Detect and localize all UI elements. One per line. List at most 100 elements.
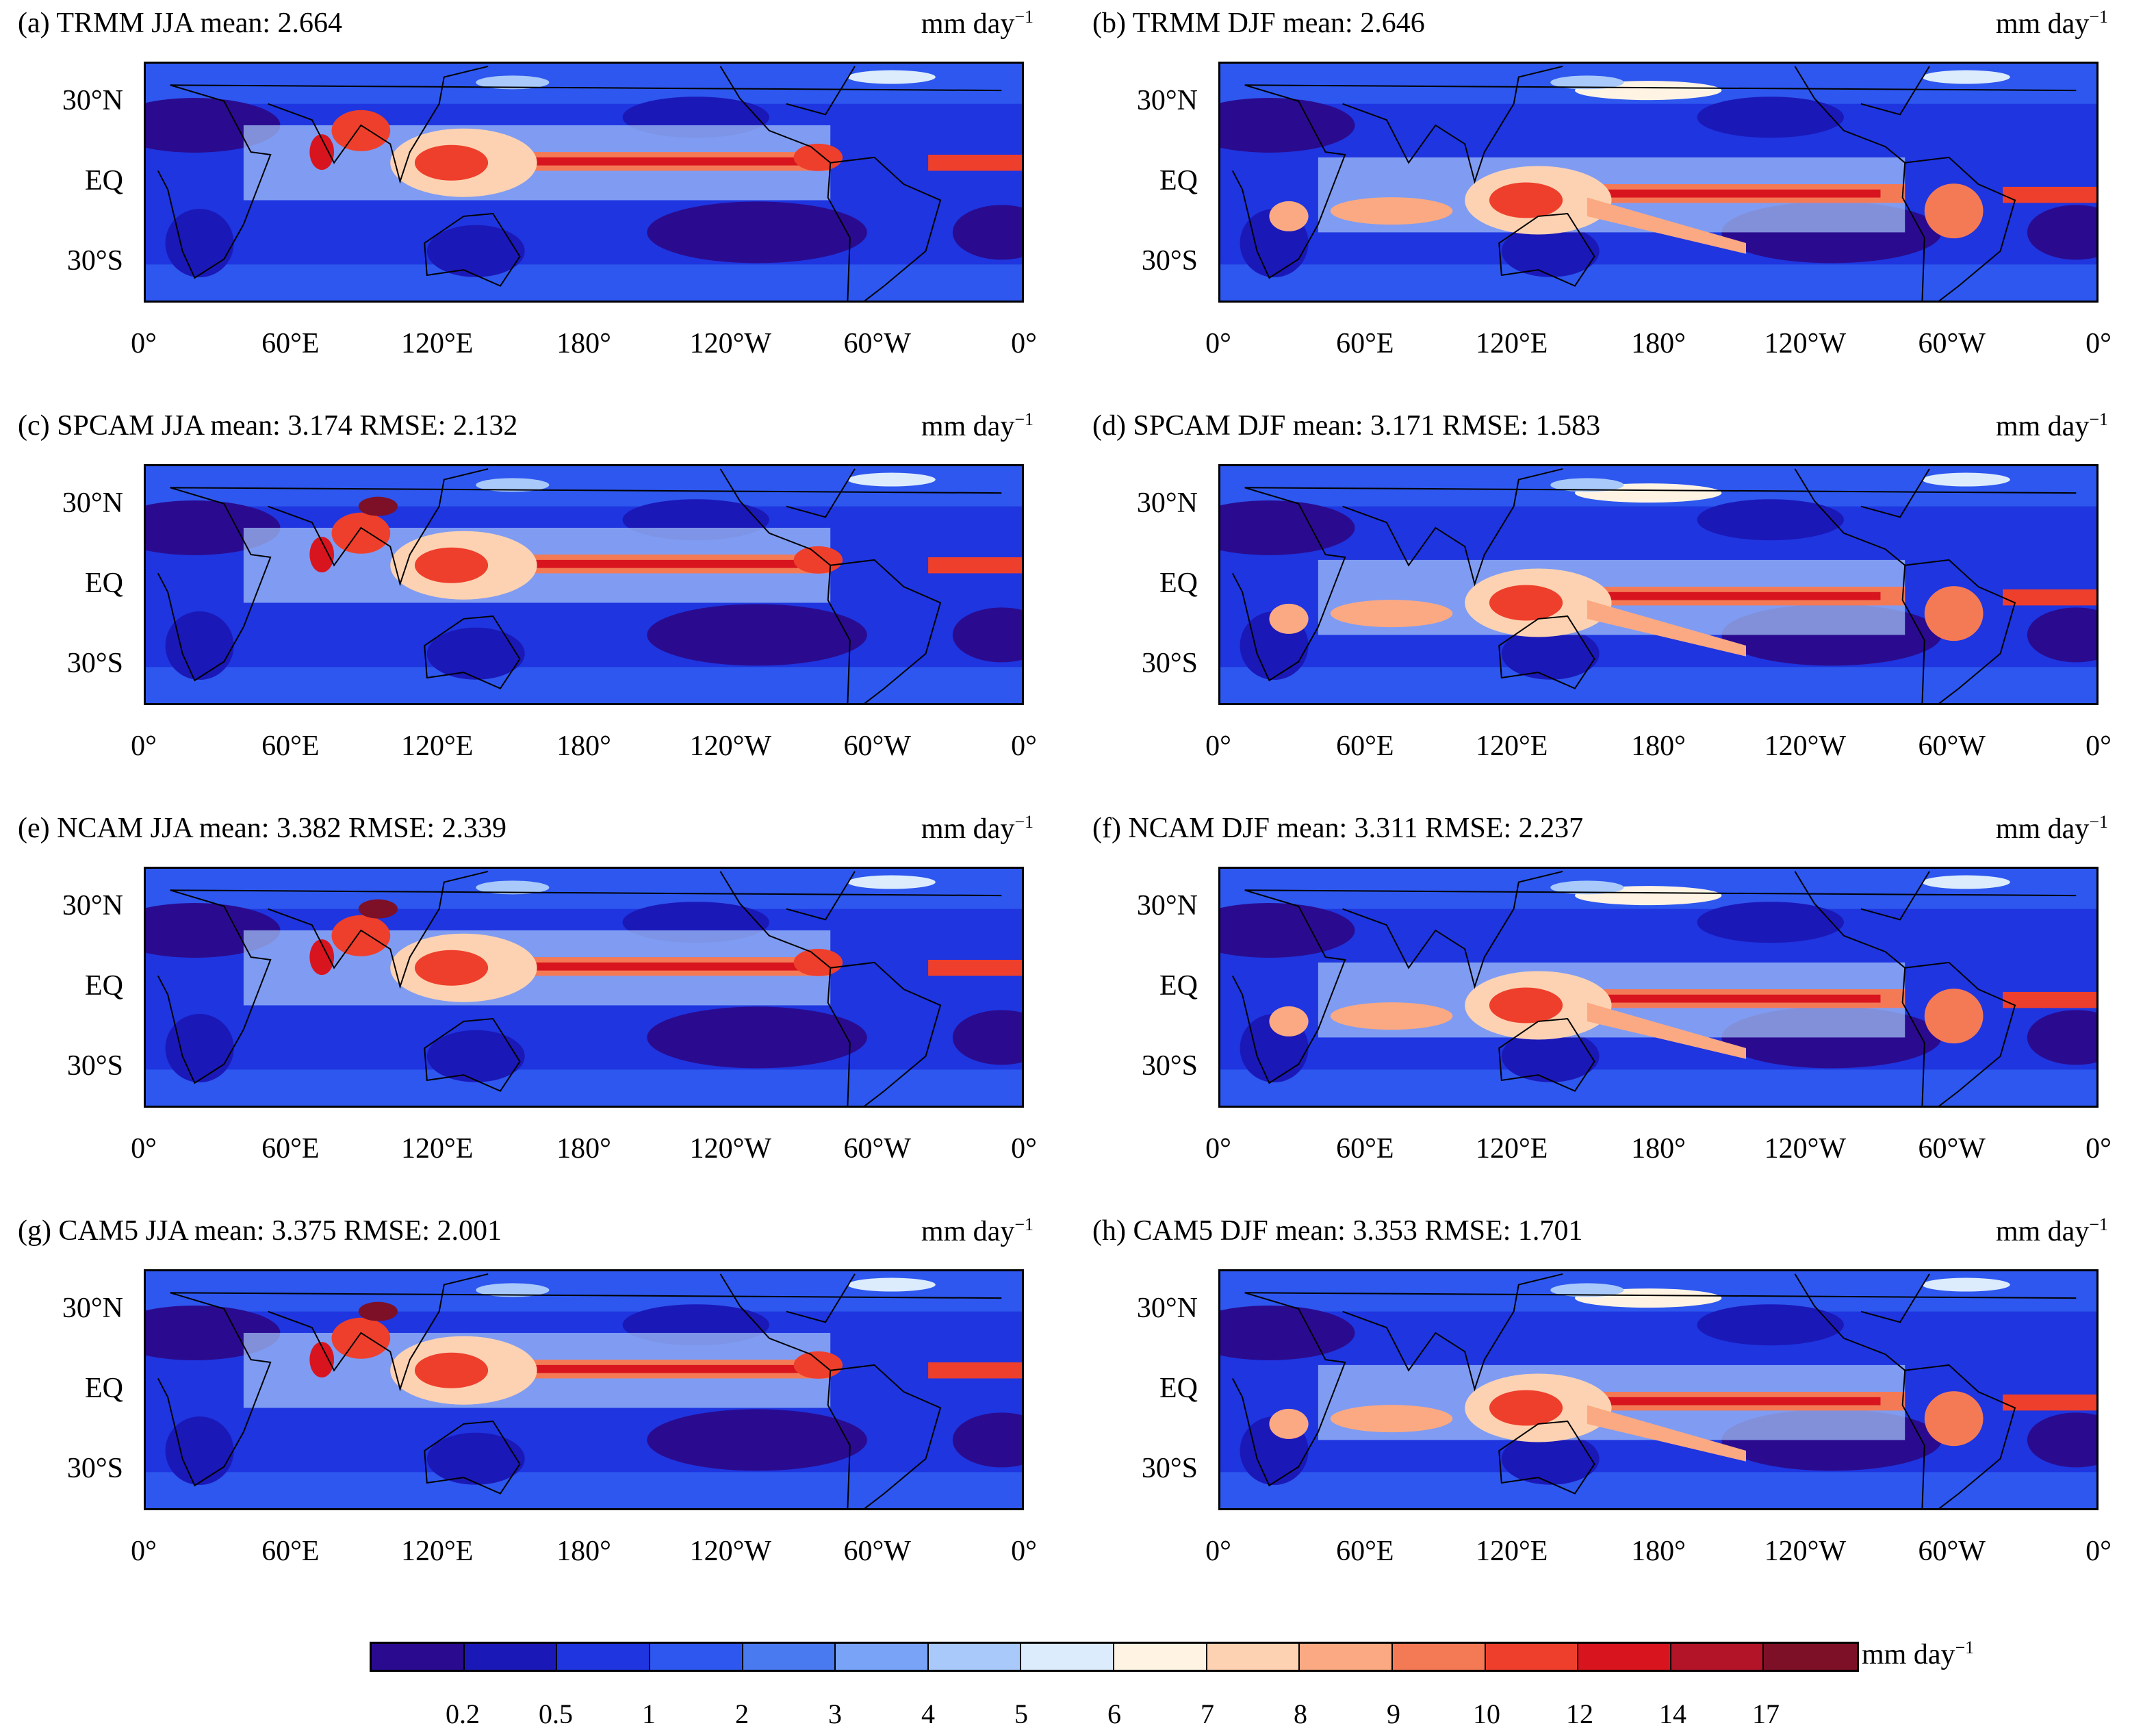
y-tick-label: 30°S (66, 1050, 123, 1082)
colorbar-swatch (1485, 1644, 1579, 1670)
map-panel-f: (f) NCAM DJF mean: 3.311 RMSE: 2.237 mm … (1081, 805, 2112, 1188)
y-tick-label: EQ (85, 1373, 123, 1404)
colorbar-swatch (743, 1644, 836, 1670)
panel-unit: mm day−1 (1995, 7, 2108, 40)
colorbar-bar (370, 1642, 1859, 1672)
y-tick-label: 30°S (1141, 1050, 1198, 1082)
precipitation-field (146, 1271, 1022, 1508)
x-tick-label: 60°E (1336, 328, 1394, 359)
x-tick-label: 120°E (1475, 328, 1548, 359)
x-tick-label: 120°E (1475, 730, 1548, 762)
colorbar-swatch (1671, 1644, 1764, 1670)
y-tick-label: 30°N (1136, 84, 1198, 116)
colorbar-swatch (372, 1644, 465, 1670)
panel-title: (d) SPCAM DJF mean: 3.171 RMSE: 1.583 (1092, 410, 1601, 442)
precipitation-field (1220, 466, 2096, 703)
x-tick-label: 120°W (689, 730, 772, 762)
x-tick-label: 120°W (1764, 328, 1847, 359)
y-tick-label: 30°S (1141, 648, 1198, 680)
x-tick-label: 0° (131, 730, 157, 762)
precipitation-field (1220, 1271, 2096, 1508)
x-tick-label: 0° (131, 328, 157, 359)
x-tick-label: 60°E (261, 1536, 320, 1567)
y-tick-label: 30°N (1136, 889, 1198, 921)
x-tick-label: 180° (556, 730, 611, 762)
y-tick-label: EQ (85, 970, 123, 1002)
x-tick-label: 0° (2086, 730, 2112, 762)
colorbar-swatch (1300, 1644, 1393, 1670)
colorbar-swatch (557, 1644, 650, 1670)
colorbar-tick-label: 12 (1566, 1699, 1593, 1729)
colorbar-swatch (1207, 1644, 1300, 1670)
y-tick-label: 30°N (1136, 487, 1198, 519)
x-tick-label: 0° (2086, 1536, 2112, 1567)
x-tick-label: 120°W (689, 1133, 772, 1165)
colorbar-tick-label: 4 (921, 1699, 935, 1729)
map-panel-d: (d) SPCAM DJF mean: 3.171 RMSE: 1.583 mm… (1081, 403, 2112, 786)
colorbar-tick-label: 2 (735, 1699, 749, 1729)
x-tick-label: 120°E (400, 730, 474, 762)
precipitation-map (144, 867, 1024, 1108)
precipitation-field (1220, 64, 2096, 301)
colorbar-unit: mm day−1 (1862, 1638, 1975, 1670)
x-tick-label: 0° (1011, 328, 1037, 359)
precipitation-field (1220, 869, 2096, 1106)
x-tick-label: 60°W (1918, 1536, 1986, 1567)
x-tick-label: 0° (1205, 1536, 1231, 1567)
x-tick-label: 180° (1631, 328, 1686, 359)
panel-title: (c) SPCAM JJA mean: 3.174 RMSE: 2.132 (18, 410, 518, 442)
x-tick-label: 60°W (843, 1133, 911, 1165)
colorbar-tick-label: 1 (642, 1699, 656, 1729)
colorbar-tick-label: 0.2 (446, 1699, 480, 1729)
colorbar-tick-label: 14 (1659, 1699, 1686, 1729)
x-tick-label: 120°E (1475, 1133, 1548, 1165)
colorbar-swatch (1764, 1644, 1857, 1670)
panel-unit: mm day−1 (1995, 812, 2108, 845)
x-tick-label: 0° (131, 1133, 157, 1165)
x-tick-label: 120°E (400, 1536, 474, 1567)
x-tick-label: 60°W (1918, 730, 1986, 762)
precipitation-map (1218, 1269, 2099, 1510)
panel-unit: mm day−1 (1995, 409, 2108, 442)
x-tick-label: 0° (2086, 1133, 2112, 1165)
colorbar-swatch (1114, 1644, 1207, 1670)
colorbar-tick-label: 0.5 (539, 1699, 573, 1729)
x-tick-label: 120°E (1475, 1536, 1548, 1567)
x-tick-label: 180° (556, 328, 611, 359)
y-tick-label: 30°S (1141, 245, 1198, 277)
precipitation-map (1218, 464, 2099, 705)
x-tick-label: 120°E (400, 328, 474, 359)
precipitation-map (1218, 62, 2099, 303)
panel-unit: mm day−1 (921, 1214, 1034, 1247)
x-tick-label: 60°E (261, 730, 320, 762)
x-tick-label: 180° (556, 1536, 611, 1567)
y-tick-label: 30°N (62, 487, 123, 519)
colorbar-tick-label: 5 (1014, 1699, 1028, 1729)
x-tick-label: 60°E (1336, 1536, 1394, 1567)
x-tick-label: 0° (2086, 328, 2112, 359)
x-tick-label: 60°E (261, 1133, 320, 1165)
x-tick-label: 120°W (1764, 730, 1847, 762)
y-tick-label: 30°N (1136, 1292, 1198, 1324)
y-tick-label: 30°S (66, 245, 123, 277)
x-tick-label: 0° (131, 1536, 157, 1567)
colorbar-tick-label: 3 (828, 1699, 842, 1729)
colorbar-swatch (836, 1644, 929, 1670)
y-tick-label: 30°N (62, 84, 123, 116)
x-tick-label: 60°E (1336, 1133, 1394, 1165)
colorbar-tick-label: 6 (1107, 1699, 1121, 1729)
y-tick-label: EQ (1159, 165, 1198, 196)
colorbar-tick-label: 9 (1387, 1699, 1400, 1729)
map-panel-c: (c) SPCAM JJA mean: 3.174 RMSE: 2.132 mm… (7, 403, 1037, 786)
colorbar-tick-label: 17 (1752, 1699, 1780, 1729)
x-tick-label: 120°W (689, 328, 772, 359)
map-panel-a: (a) TRMM JJA mean: 2.664 mm day−1 30°N E… (7, 0, 1037, 383)
x-tick-label: 180° (556, 1133, 611, 1165)
x-tick-label: 120°E (400, 1133, 474, 1165)
panel-unit: mm day−1 (921, 812, 1034, 845)
x-tick-label: 60°W (843, 328, 911, 359)
map-panel-g: (g) CAM5 JJA mean: 3.375 RMSE: 2.001 mm … (7, 1208, 1037, 1591)
colorbar-tick-label: 8 (1294, 1699, 1307, 1729)
x-tick-label: 60°W (1918, 1133, 1986, 1165)
map-panel-b: (b) TRMM DJF mean: 2.646 mm day−1 30°N E… (1081, 0, 2112, 383)
